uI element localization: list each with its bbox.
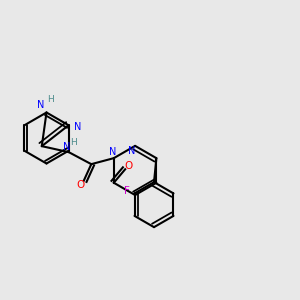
Text: H: H: [47, 95, 54, 104]
Text: F: F: [124, 186, 130, 196]
Text: H: H: [70, 138, 77, 147]
Text: O: O: [77, 180, 85, 190]
Text: N: N: [38, 100, 45, 110]
Text: N: N: [109, 147, 116, 157]
Text: N: N: [74, 122, 81, 132]
Text: N: N: [128, 146, 135, 156]
Text: O: O: [125, 161, 133, 171]
Text: N: N: [63, 142, 70, 152]
